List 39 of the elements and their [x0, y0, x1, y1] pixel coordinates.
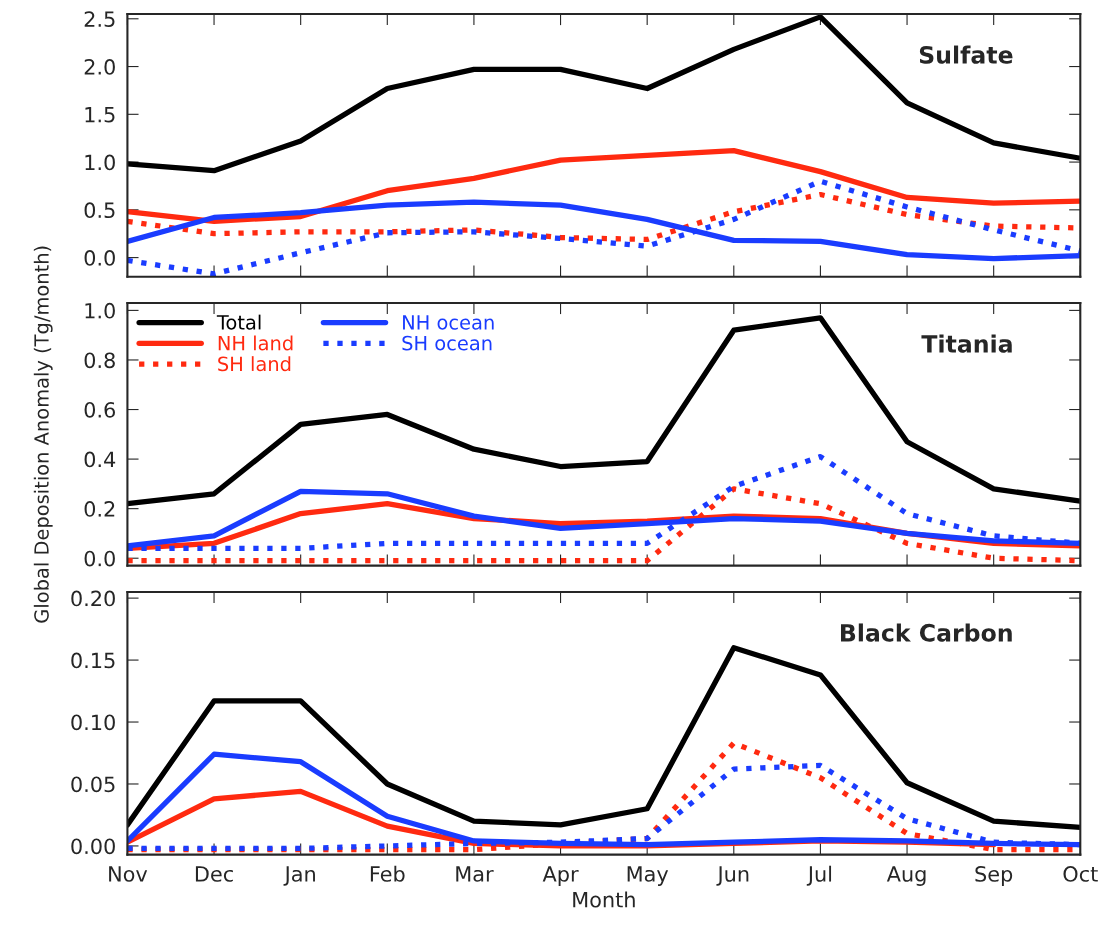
x-tick-label: Sep — [975, 866, 1013, 886]
y-tick-label: 2.5 — [84, 11, 115, 27]
y-tick-label: 0.10 — [71, 714, 115, 731]
legend-label: SH ocean — [402, 335, 492, 351]
y-tick-label: 1.5 — [85, 107, 115, 123]
x-tick-label: Dec — [195, 866, 233, 882]
x-tick-label: Aug — [886, 866, 926, 886]
x-tick-label: Jul — [806, 865, 832, 886]
y-tick-label: 0.8 — [84, 352, 115, 369]
y-tick-label: 0.0 — [84, 250, 115, 266]
legend-label: NH ocean — [403, 315, 494, 330]
text: Sulfate — [919, 45, 1013, 64]
x-tick-label: Apr — [542, 866, 579, 886]
x-tick-label: Mar — [456, 866, 494, 882]
x-tick-label: Oct — [1063, 866, 1098, 882]
y-tick-label: 1.0 — [85, 302, 115, 319]
x-tick-label: Feb — [370, 865, 405, 882]
y-tick-label: 0.20 — [71, 590, 115, 607]
text: Titania — [921, 334, 1012, 353]
y-tick-label: 0.2 — [84, 501, 115, 517]
legend-label: NH land — [218, 335, 293, 351]
x-tick-label: Nov — [109, 866, 148, 882]
y-tick-label: 0.0 — [84, 550, 115, 567]
x-axis-title: Month — [573, 891, 635, 908]
y-tick-label: 1.0 — [85, 154, 115, 171]
text: Black Carbon — [840, 623, 1012, 642]
y-tick-label: 0.6 — [84, 401, 115, 418]
y-tick-label: 0.5 — [84, 202, 115, 219]
y-tick-label: 0.00 — [71, 838, 115, 855]
x-tick-label: Jun — [716, 866, 749, 886]
legend-label: SH land — [218, 356, 291, 372]
legend-label: Total — [216, 314, 261, 330]
y-axis-title: Global Deposition Anomaly (Tg/month) — [33, 246, 53, 623]
y-tick-label: 2.0 — [84, 59, 115, 75]
y-tick-label: 0.4 — [84, 451, 116, 468]
y-tick-label: 0.15 — [71, 652, 115, 669]
x-tick-label: May — [627, 866, 669, 886]
y-tick-label: 0.05 — [71, 776, 115, 793]
x-tick-label: Jan — [283, 866, 315, 886]
